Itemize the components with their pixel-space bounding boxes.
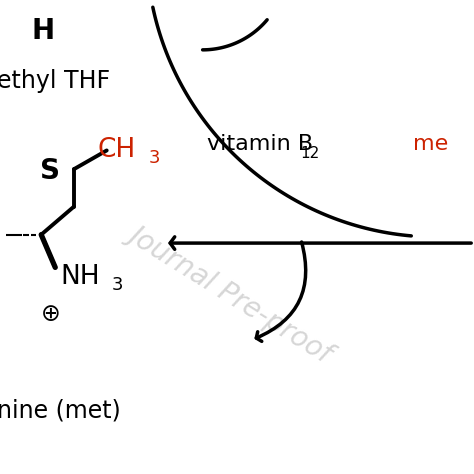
Text: nine (met): nine (met) [0, 399, 120, 422]
Text: 3: 3 [149, 149, 160, 167]
Text: H: H [32, 17, 55, 45]
Text: ⊕: ⊕ [41, 302, 61, 326]
Text: vitamin B: vitamin B [207, 134, 313, 154]
Text: 3: 3 [111, 276, 123, 294]
Text: me: me [413, 134, 448, 154]
Text: S: S [40, 157, 60, 185]
FancyArrowPatch shape [256, 242, 306, 341]
Text: CH: CH [97, 137, 136, 164]
Text: ethyl THF: ethyl THF [0, 69, 110, 92]
Text: NH: NH [60, 264, 100, 290]
Text: Journal Pre-proof: Journal Pre-proof [124, 219, 337, 367]
Text: 12: 12 [300, 146, 319, 161]
FancyArrowPatch shape [170, 237, 471, 249]
